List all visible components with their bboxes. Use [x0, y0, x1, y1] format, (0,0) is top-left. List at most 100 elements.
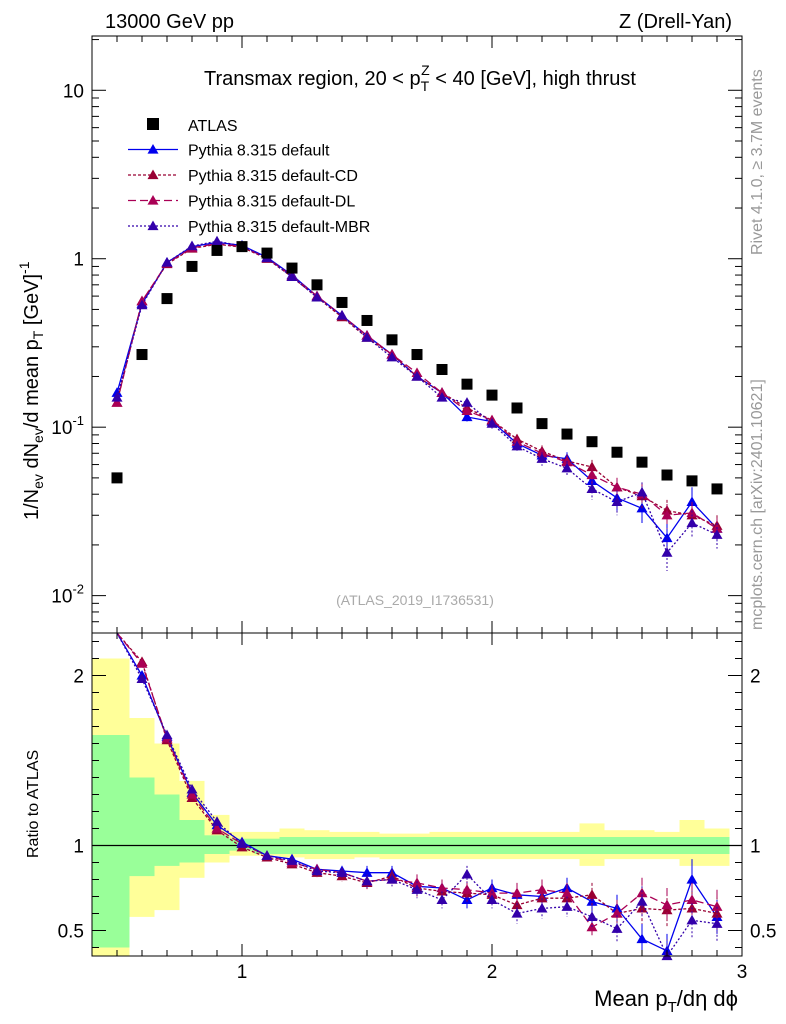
series-point-main [461, 397, 473, 407]
series-point-main [361, 332, 373, 342]
legend-label: Pythia 8.315 default-MBR [188, 219, 370, 236]
series-point-ratio [361, 875, 373, 886]
series-point-ratio [436, 882, 448, 893]
series-point-ratio [136, 673, 148, 684]
series-point-ratio [161, 729, 173, 740]
series-point-ratio [286, 855, 298, 865]
series-point-main [536, 453, 548, 463]
series-point-ratio [661, 899, 673, 910]
series-point-ratio [236, 838, 248, 848]
series-point-main [611, 496, 623, 507]
legend: ATLAS Pythia 8.315 default Pythia 8.315 de… [128, 118, 370, 236]
rivet-label: Rivet 4.1.0, ≥ 3.7M events [749, 69, 766, 255]
series-point-ratio [611, 923, 623, 933]
series-point-main [161, 256, 173, 267]
series-point-ratio [461, 894, 473, 905]
y-tick-label-ratio-right: 0.5 [750, 922, 776, 943]
series-point-main [686, 496, 698, 507]
data-point [711, 483, 723, 495]
mcplots-label: mcplots.cern.ch [arXiv:2401.10621] [749, 379, 766, 630]
y-tick-label-ratio: 0.5 [58, 922, 84, 943]
series-point-ratio [186, 783, 198, 794]
legend-marker [147, 195, 159, 205]
series-point-main [711, 529, 723, 539]
series-point-main [336, 310, 348, 320]
series-point-ratio [686, 894, 698, 905]
series-point-main [511, 440, 523, 451]
series-point-ratio [711, 908, 723, 918]
series-line-main [116, 241, 718, 540]
series-point-ratio [561, 901, 573, 911]
series-point-main [661, 509, 673, 520]
series-point-ratio [711, 901, 723, 911]
data-point [161, 293, 173, 305]
series-point-ratio [336, 867, 348, 877]
series-point-main [211, 235, 223, 246]
series-point-ratio [361, 867, 373, 877]
legend-marker [147, 220, 159, 231]
band-green [129, 777, 155, 877]
data-point [211, 244, 223, 256]
series-point-ratio [211, 816, 223, 826]
data-point [336, 296, 348, 308]
data-point [436, 363, 448, 375]
data-point [561, 428, 573, 440]
legend-label-data: ATLAS [188, 118, 238, 135]
series-point-ratio [711, 918, 723, 928]
series-point-main [436, 392, 448, 402]
legend-label: Pythia 8.315 default-DL [188, 194, 355, 211]
series-point-ratio [686, 874, 698, 884]
data-point [586, 436, 598, 448]
series-point-main [461, 405, 473, 415]
series-line-main [116, 242, 718, 530]
data-point [611, 446, 623, 458]
series-point-main [586, 469, 598, 480]
series-point-ratio [386, 874, 398, 884]
data-point [386, 334, 398, 346]
series-point-ratio [436, 894, 448, 905]
series-point-ratio [311, 865, 323, 876]
legend-label: Pythia 8.315 default-CD [188, 168, 358, 185]
series-point-ratio [211, 823, 223, 833]
data-point [536, 418, 548, 430]
series-point-ratio [461, 884, 473, 894]
data-point [286, 262, 298, 274]
plot-title: Transmax region, 20 < pTZ < 40 [GeV], hi… [204, 62, 636, 94]
legend-marker [147, 144, 159, 154]
series-line-main [116, 240, 718, 554]
series-point-main [686, 517, 698, 528]
series-point-main [661, 547, 673, 557]
series-point-ratio [636, 896, 648, 906]
series-point-main [561, 462, 573, 473]
series-point-main [636, 486, 648, 497]
legend-label: Pythia 8.315 default [188, 143, 330, 160]
series-point-main [186, 240, 198, 251]
series-point-ratio [586, 896, 598, 906]
series-point-main [111, 397, 123, 407]
series-point-ratio [461, 868, 473, 879]
series-point-ratio [261, 850, 273, 860]
data-point [111, 472, 123, 484]
series-point-ratio [611, 908, 623, 918]
series-point-ratio [636, 887, 648, 898]
main-panel: 10 1 10-1 10-2 Transmax region, 20 < pTZ < … [16, 35, 743, 634]
x-tick-label: 1 [237, 962, 248, 983]
series-line-ratio [116, 632, 718, 952]
band-green [254, 838, 280, 854]
series-point-ratio [136, 658, 148, 668]
legend-marker-data [147, 118, 159, 130]
data-point [461, 378, 473, 390]
legend-marker [147, 169, 159, 180]
data-point [511, 402, 523, 414]
data-point [686, 475, 698, 487]
series-point-main [611, 481, 623, 492]
ratio-panel: 1 2 3 2 2 1 1 0.5 0.5 Ratio to ATLAS Mean pT/dη … [25, 632, 776, 1016]
data-point [636, 456, 648, 468]
energy-label: 13000 GeV pp [105, 11, 234, 33]
series-point-ratio [686, 914, 698, 925]
series-point-main [411, 370, 423, 381]
series-point-main [586, 483, 598, 494]
series-point-ratio [411, 884, 423, 894]
series-point-ratio [586, 911, 598, 922]
